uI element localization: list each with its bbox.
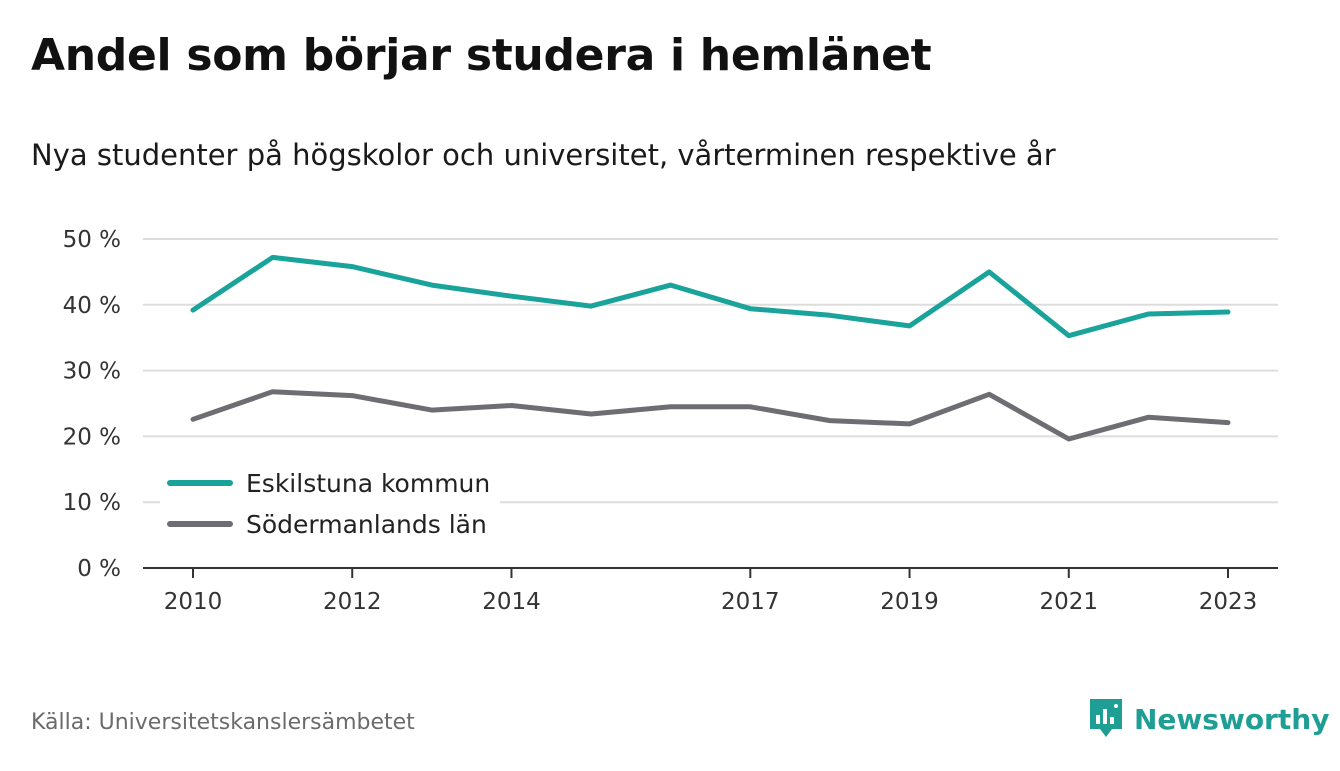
x-tick-label: 2021 [1039,589,1098,615]
y-tick-label: 0 % [77,556,121,582]
y-tick-label: 40 % [63,293,121,319]
y-tick-label: 50 % [63,227,121,253]
legend: Eskilstuna kommun Södermanlands län [160,460,500,539]
chart-title: Andel som börjar studera i hemlänet [31,30,932,81]
brand-name: Newsworthy [1134,702,1330,736]
legend-background [160,501,500,535]
series-lines [190,254,1231,442]
x-tick-label: 2012 [323,589,382,615]
x-axis: 2010 2012 2014 2017 2019 2021 2023 [143,567,1278,615]
brand-logo[interactable]: Newsworthy [1088,697,1329,741]
y-tick-label: 20 % [63,424,121,450]
legend-background [160,460,500,494]
source-note: Källa: Universitetskanslersämbetet [31,710,415,735]
y-axis-ticks: 0 % 10 % 20 % 30 % 40 % 50 % [63,227,121,582]
chart-subtitle: Nya studenter på högskolor och universit… [31,138,1056,172]
y-tick-label: 30 % [63,359,121,385]
legend-label: Södermanlands län [246,510,487,539]
y-tick-label: 10 % [63,490,121,516]
newsworthy-logo-icon [1090,699,1122,737]
line-chart: 0 % 10 % 20 % 30 % 40 % 50 % 2010 2012 2014 2017… [63,227,1278,615]
series-line-2 [190,389,1231,442]
x-tick-label: 2019 [880,589,939,615]
legend-label: Eskilstuna kommun [246,469,490,498]
x-tick-label: 2023 [1199,589,1258,615]
x-tick-label: 2014 [482,589,541,615]
x-tick-label: 2017 [721,589,780,615]
x-tick-label: 2010 [164,589,223,615]
series-line-1 [190,254,1231,339]
